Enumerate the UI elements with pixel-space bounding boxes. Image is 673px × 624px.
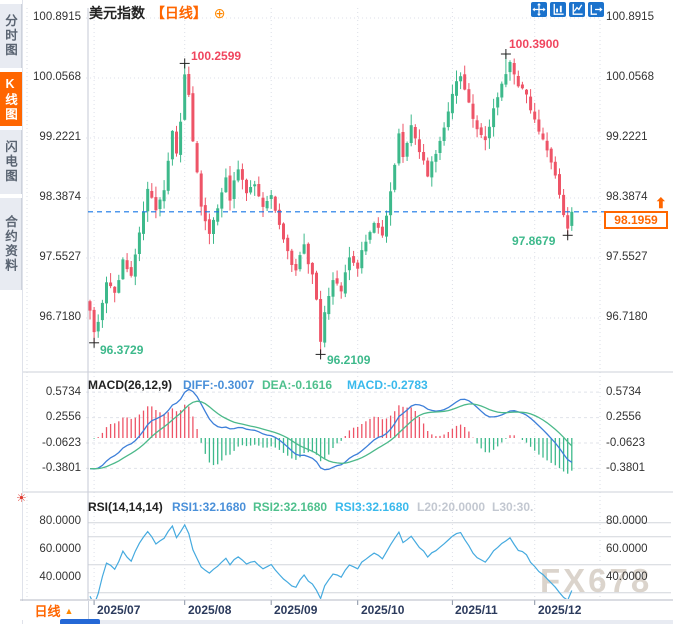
price-axis-label: 99.2221 [39,131,81,143]
rsi-title: RSI(14,14,14) [88,500,163,514]
rsi-l30-value: L30:30. [492,500,534,514]
x-axis-label: 2025/08 [188,603,232,617]
period-selector[interactable]: 日线 ▲ [20,601,89,620]
symbol-title: 美元指数 [89,5,145,21]
sidebar-tab-contract-info[interactable]: 合约资料 [0,198,22,290]
export-chart-icon[interactable] [588,2,604,17]
high-annotation: 100.2599 [191,49,242,63]
rsi-l20-value: L20:20.0000 [417,500,486,514]
sidebar: 分时图 K线图 闪电图 合约资料 [0,0,23,624]
price-axis-label: 98.3874 [39,191,81,203]
macd-axis-label: -0.0623 [41,437,81,449]
macd-axis-label: -0.3801 [606,462,646,474]
rsi3-value: RSI3:32.1680 [335,500,410,514]
macd-axis-label: 0.5734 [606,386,642,398]
period-tag: 【日线】 [150,5,207,21]
rsi2-value: RSI2:32.1680 [253,500,328,514]
low-annotation: 97.8679 [512,234,556,248]
price-axis-label: 96.7180 [606,311,648,323]
price-axis-label: 100.8915 [606,11,654,23]
price-axis-label: 97.5527 [606,251,648,263]
low-annotation: 96.2109 [327,353,371,367]
rsi-axis-label: 60.0000 [39,543,81,555]
rsi-axis-label: 40.0000 [606,571,648,583]
price-axis-label: 97.5527 [39,251,81,263]
sidebar-tab-kline[interactable]: K线图 [0,72,22,126]
price-axis-scale-icon[interactable] [550,2,566,17]
latest-price-arrow-icon[interactable]: ⬆ [655,195,667,211]
price-axis-label: 96.7180 [39,311,81,323]
rsi-axis-label: 40.0000 [39,571,81,583]
price-axis-label: 99.2221 [606,131,648,143]
high-annotation: 100.3900 [509,37,560,51]
rsi1-value: RSI1:32.1680 [172,500,247,514]
x-axis-label: 2025/11 [455,603,498,617]
low-annotation: 96.3729 [100,343,144,357]
sidebar-tab-timeline[interactable]: 分时图 [0,4,22,68]
macd-axis-label: 0.5734 [45,386,81,398]
macd-hist-value: MACD:-0.2783 [347,378,428,392]
macd-title: MACD(26,12,9) [88,378,173,392]
x-axis-label: 2025/07 [97,603,141,617]
x-axis-label: 2025/09 [274,603,318,617]
triangle-up-icon: ▲ [64,605,74,616]
rsi-axis-label: 60.0000 [606,543,648,555]
price-axis-label: 100.0568 [606,71,654,83]
macd-axis-label: -0.0623 [606,437,646,449]
price-axis-label: 100.8915 [33,11,81,23]
live-blink-icon: ☀ [16,491,27,505]
macd-dea-value: DEA:-0.1616 [262,378,333,392]
crosshair-move-icon[interactable] [531,2,547,17]
price-axis-label: 100.0568 [33,71,81,83]
chart-toolbar [531,2,604,17]
h-scrollbar-track[interactable] [60,620,673,624]
rsi-axis-label: 80.0000 [39,515,81,527]
macd-diff-value: DIFF:-0.3007 [183,378,255,392]
macd-axis-label: 0.2556 [606,411,642,423]
time-axis-scale-icon[interactable] [569,2,585,17]
macd-axis-label: 0.2556 [45,411,81,423]
rsi-axis-label: 80.0000 [606,515,648,527]
last-price-box: 98.1959 [604,211,668,229]
sidebar-tab-flash[interactable]: 闪电图 [0,130,22,194]
chart-header: 美元指数 【日线】 ⊕ [89,3,226,23]
macd-axis-label: -0.3801 [41,462,81,474]
x-axis-label: 2025/10 [361,603,405,617]
h-scrollbar-thumb[interactable] [60,619,100,624]
zoom-add-icon[interactable]: ⊕ [213,5,226,21]
x-axis-label: 2025/12 [538,603,582,617]
period-selector-label: 日线 [34,604,61,619]
price-axis-label: 98.3874 [606,191,648,203]
